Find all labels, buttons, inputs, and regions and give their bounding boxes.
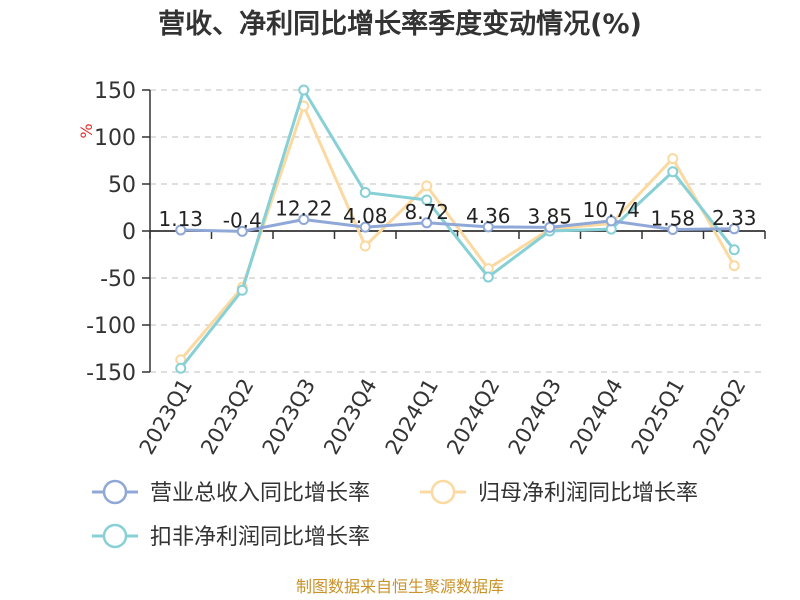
legend-label: 营业总收入同比增长率 bbox=[150, 481, 370, 506]
data-point-deducted_profit bbox=[175, 362, 187, 374]
legend-label: 扣非净利润同比增长率 bbox=[150, 525, 370, 550]
data-point-revenue bbox=[605, 215, 617, 227]
legend-item-deducted_profit[interactable]: 扣非净利润同比增长率 bbox=[92, 523, 370, 550]
y-tick-label: 0 bbox=[122, 220, 136, 245]
data-point-revenue bbox=[482, 221, 494, 233]
data-label: 3.85 bbox=[527, 204, 572, 228]
y-axis-unit-label: % bbox=[77, 123, 96, 138]
y-tick-label: -150 bbox=[86, 361, 136, 386]
data-label: -0.4 bbox=[223, 208, 262, 232]
data-point-deducted_profit bbox=[298, 84, 310, 96]
x-tick-label: 2025Q1 bbox=[627, 375, 689, 459]
series-line-net_profit bbox=[179, 104, 736, 361]
y-axis-ticks: 150 100 50 0 -50 -100 -150 bbox=[86, 79, 151, 386]
data-label: 4.08 bbox=[343, 204, 388, 228]
data-label: 2.33 bbox=[712, 206, 757, 230]
x-tick-label: 2024Q3 bbox=[504, 375, 566, 459]
data-point-revenue bbox=[728, 223, 740, 235]
data-point-deducted_profit bbox=[421, 194, 433, 206]
data-label: 1.58 bbox=[650, 207, 695, 231]
data-point-revenue bbox=[298, 214, 310, 226]
legend-marker bbox=[430, 479, 456, 505]
data-point-deducted_profit bbox=[236, 284, 248, 296]
y-tick-label: 100 bbox=[94, 126, 136, 151]
data-label: 10.74 bbox=[583, 198, 640, 222]
data-label: 4.36 bbox=[466, 204, 511, 228]
x-tick-label: 2023Q3 bbox=[258, 375, 320, 459]
data-label: 8.72 bbox=[404, 200, 449, 224]
x-tick-label: 2025Q2 bbox=[688, 375, 750, 459]
legend-label: 归母净利润同比增长率 bbox=[478, 481, 698, 506]
data-point-deducted_profit bbox=[359, 186, 371, 198]
chart-title: 营收、净利同比增长率季度变动情况(%) bbox=[158, 8, 642, 40]
data-point-revenue bbox=[544, 221, 556, 233]
series-line-deducted_profit bbox=[179, 88, 736, 370]
data-label: 12.22 bbox=[275, 197, 332, 221]
legend-marker bbox=[102, 523, 128, 549]
data-point-deducted_profit bbox=[728, 244, 740, 256]
x-tick-label: 2023Q4 bbox=[319, 375, 381, 459]
x-tick-label: 2024Q4 bbox=[565, 375, 627, 459]
data-point-net_profit bbox=[359, 240, 371, 252]
legend-item-net_profit[interactable]: 归母净利润同比增长率 bbox=[420, 479, 698, 506]
x-tick-label: 2023Q2 bbox=[196, 375, 258, 459]
data-point-revenue bbox=[175, 224, 187, 236]
x-tick-label: 2023Q1 bbox=[135, 375, 197, 459]
data-point-revenue bbox=[667, 224, 679, 236]
data-point-revenue bbox=[359, 221, 371, 233]
data-point-revenue bbox=[236, 225, 248, 237]
x-tick-label: 2024Q1 bbox=[381, 375, 443, 459]
x-tick-label: 2024Q2 bbox=[442, 375, 504, 459]
source-note: 制图数据来自恒生聚源数据库 bbox=[296, 577, 504, 596]
y-tick-label: 150 bbox=[94, 79, 136, 104]
x-axis: 2023Q1 2023Q2 2023Q3 2023Q4 2024Q1 2024Q2 2024… bbox=[135, 230, 766, 459]
grid-lines bbox=[150, 89, 765, 373]
series-line-revenue bbox=[180, 218, 735, 233]
data-point-revenue bbox=[421, 217, 433, 229]
data-point-deducted_profit bbox=[482, 271, 494, 283]
data-point-deducted_profit bbox=[667, 166, 679, 178]
data-point-net_profit bbox=[421, 180, 433, 192]
legend-marker bbox=[102, 479, 128, 505]
y-tick-label: -100 bbox=[86, 314, 136, 339]
data-point-net_profit bbox=[728, 260, 740, 272]
y-tick-label: 50 bbox=[108, 173, 136, 198]
legend-item-revenue[interactable]: 营业总收入同比增长率 bbox=[92, 479, 370, 506]
data-label: 1.13 bbox=[158, 207, 203, 231]
y-tick-label: -50 bbox=[100, 267, 136, 292]
data-labels: 1.13 -0.4 12.22 4.08 8.72 4.36 3.85 10.74 1.58 2.… bbox=[158, 197, 756, 233]
data-point-net_profit bbox=[667, 153, 679, 165]
series-lines bbox=[175, 84, 740, 374]
